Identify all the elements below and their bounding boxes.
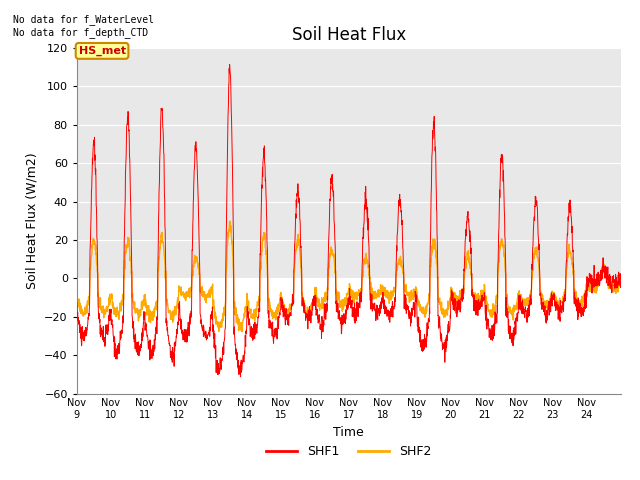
SHF1 xyxy=(73,300,81,305)
SHF2 xyxy=(382,288,390,294)
SHF1 xyxy=(610,273,618,278)
SHF2 xyxy=(245,306,253,312)
Legend: SHF1, SHF2: SHF1, SHF2 xyxy=(261,440,437,463)
Title: Soil Heat Flux: Soil Heat Flux xyxy=(292,25,406,44)
SHF2 xyxy=(127,264,135,270)
SHF2 xyxy=(617,278,625,284)
SHF1 xyxy=(617,280,625,286)
Text: HS_met: HS_met xyxy=(79,46,125,56)
SHF2 xyxy=(73,290,81,296)
Y-axis label: Soil Heat Flux (W/m2): Soil Heat Flux (W/m2) xyxy=(26,153,38,289)
SHF1 xyxy=(245,316,253,322)
SHF2 xyxy=(227,218,234,224)
Line: SHF1: SHF1 xyxy=(77,65,621,377)
SHF2 xyxy=(544,298,552,303)
SHF1 xyxy=(513,316,521,322)
Line: SHF2: SHF2 xyxy=(77,221,621,332)
Bar xyxy=(77,48,621,278)
SHF1 xyxy=(382,303,390,309)
SHF2 xyxy=(513,300,521,305)
SHF1 xyxy=(226,62,234,68)
SHF2 xyxy=(610,284,618,290)
SHF1 xyxy=(127,234,135,240)
X-axis label: Time: Time xyxy=(333,426,364,439)
SHF1 xyxy=(237,374,244,380)
SHF2 xyxy=(239,329,246,335)
Text: No data for f_WaterLevel
No data for f_depth_CTD: No data for f_WaterLevel No data for f_d… xyxy=(13,14,154,38)
SHF1 xyxy=(544,315,552,321)
